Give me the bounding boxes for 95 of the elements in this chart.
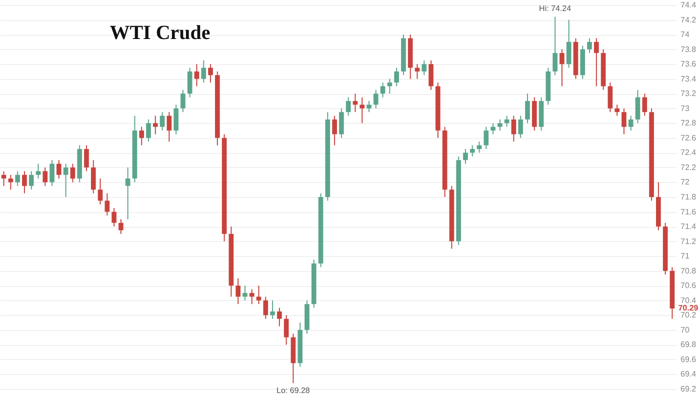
candlestick [50, 160, 54, 186]
candlestick [484, 126, 489, 150]
candlestick [118, 218, 124, 234]
candlestick [84, 144, 89, 172]
candlestick [28, 170, 34, 190]
candlestick [146, 118, 151, 142]
candlestick [622, 108, 626, 135]
candlestick [36, 163, 41, 180]
text: 70.29 [678, 304, 699, 313]
y-tick-label: 71.4 [680, 222, 697, 232]
candlestick [594, 38, 599, 87]
candlestick [587, 38, 592, 54]
y-tick-label: 72.6 [680, 133, 697, 142]
y-tick-label: 70.6 [680, 281, 697, 290]
candlestick [208, 64, 213, 84]
candlestick [42, 166, 48, 186]
candlestick [360, 96, 365, 124]
text: WTI Crude [110, 22, 210, 44]
y-tick-label: 69.8 [680, 340, 697, 350]
y-tick-label: 74 [680, 30, 690, 40]
candlestick [277, 307, 282, 327]
y-tick-label: 74.2 [680, 15, 697, 24]
candlestick [366, 100, 372, 113]
candlestick [339, 108, 344, 138]
candlestick [194, 64, 200, 87]
candlestick [490, 122, 496, 135]
y-tick-label: 69.4 [680, 370, 697, 379]
candlestick [180, 89, 186, 113]
candlestick [518, 115, 524, 138]
annotation: Hi: 74.24 [539, 4, 572, 13]
candlestick [463, 148, 468, 164]
candlestick [552, 16, 558, 76]
y-tick-label: 73.8 [680, 44, 697, 54]
y-tick-label: 74.4 [680, 0, 697, 10]
y-tick-label: 72.8 [680, 118, 697, 128]
y-tick-label: 70.8 [680, 266, 697, 276]
candlestick [139, 126, 144, 146]
candlestick [242, 285, 248, 301]
y-tick-label: 73 [680, 104, 690, 113]
candlestick [270, 300, 275, 320]
candlestick [428, 60, 434, 90]
y-tick-label: 71.6 [680, 207, 697, 216]
candlestick [63, 163, 68, 198]
y-tick-label: 70.4 [680, 296, 697, 305]
candlestick [332, 115, 337, 146]
y-tick-label: 73.2 [680, 89, 697, 98]
y-tick-label: 70 [680, 325, 690, 334]
candlestick [166, 112, 172, 142]
y-tick-label: 72.4 [680, 148, 697, 158]
candlestick [187, 67, 192, 98]
candlestick [635, 89, 640, 124]
candlestick [470, 144, 475, 157]
candlestick [394, 67, 399, 87]
y-tick-label: 69.2 [680, 384, 697, 394]
candlestick [628, 115, 634, 132]
candlestick [566, 19, 572, 68]
candlestick [511, 115, 516, 142]
candlestick [152, 115, 158, 135]
candlestick [256, 285, 262, 305]
candlestick [90, 160, 96, 194]
candlestick [614, 104, 620, 116]
candlestick [380, 82, 386, 98]
candlestick [104, 192, 110, 216]
candlestick [608, 82, 613, 113]
candlestick [15, 170, 20, 186]
candlestick [22, 170, 27, 194]
candlestick [112, 208, 116, 228]
candlestick [70, 163, 76, 183]
y-tick-label: 73.6 [680, 60, 697, 69]
y-tick-label: 71.8 [680, 192, 697, 202]
y-tick-label: 71.2 [680, 236, 697, 246]
candlestick [642, 93, 648, 116]
candlestick [249, 288, 254, 305]
candlestick [56, 160, 62, 180]
candlestick [422, 60, 427, 76]
candlestick [160, 112, 165, 132]
candlestick [201, 60, 206, 84]
y-tick-label: 70.2 [680, 310, 697, 320]
candlestick [125, 166, 130, 220]
y-tick-label: 71 [680, 252, 690, 261]
annotation: Lo: 69.28 [276, 386, 310, 394]
candlestick [346, 96, 351, 116]
candlestick [525, 93, 530, 124]
candlestick [98, 178, 103, 205]
candlestick [236, 278, 240, 305]
candlestick [560, 48, 564, 87]
candlestick [174, 104, 178, 135]
candlestick [284, 314, 289, 346]
candlestick [498, 118, 502, 132]
candlestick [263, 296, 268, 320]
candlestick [373, 89, 378, 109]
y-tick-label: 72.2 [680, 162, 697, 172]
y-tick-label: 69.6 [680, 354, 697, 364]
y-tick-label: 72 [680, 178, 690, 187]
y-tick-label: 73.4 [680, 74, 697, 84]
